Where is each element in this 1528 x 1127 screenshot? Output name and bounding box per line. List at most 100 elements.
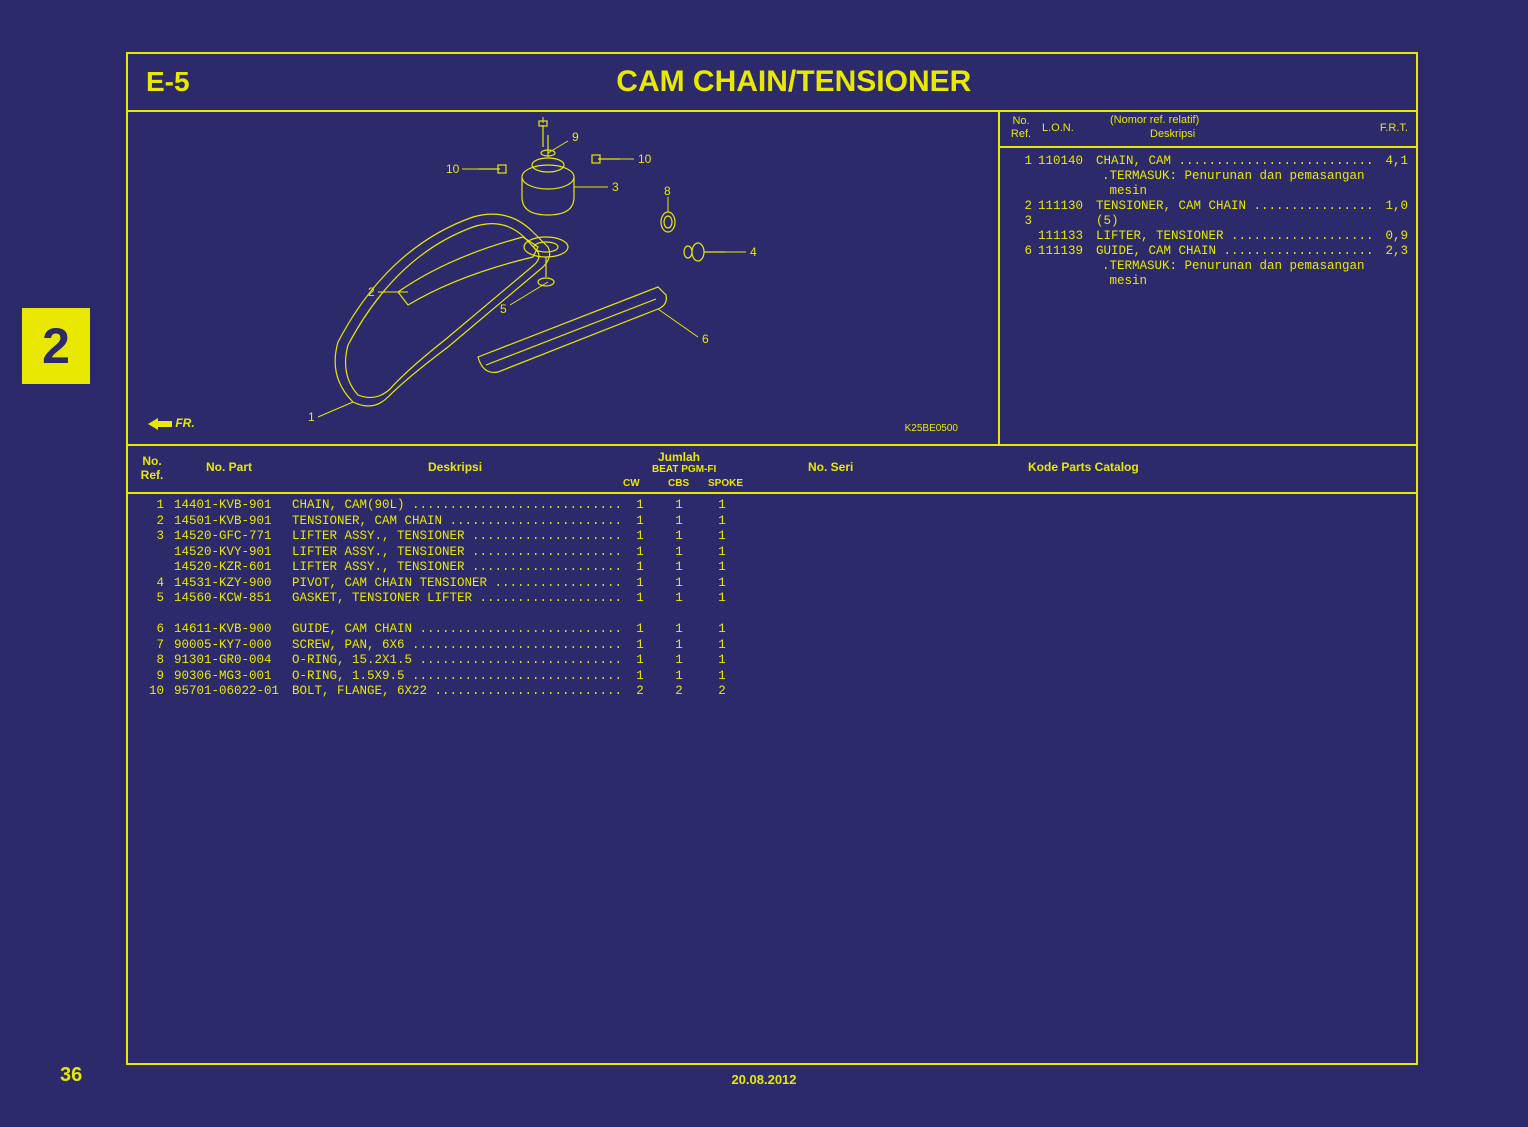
- ref-indent-text: mesin: [1006, 274, 1147, 289]
- ref-row: 3 (5): [1006, 214, 1408, 229]
- ref-cell-no: 3: [1006, 214, 1032, 229]
- parts-cell-part: 14531-KZY-900: [164, 576, 284, 592]
- parts-cell-cw: 1: [622, 498, 658, 514]
- parts-cell-part: 14401-KVB-901: [164, 498, 284, 514]
- ref-cell-no: 6: [1006, 244, 1032, 259]
- ref-cell-frt: 1,0: [1372, 199, 1408, 214]
- title-code: E-5: [146, 66, 190, 98]
- parts-cell-cw: 1: [622, 638, 658, 654]
- parts-row: 214501-KVB-901TENSIONER, CAM CHAIN .....…: [136, 514, 1408, 530]
- parts-table-body: 114401-KVB-901CHAIN, CAM(90L) ..........…: [128, 494, 1416, 704]
- callout-8: 8: [664, 184, 671, 198]
- parts-cell-desc: GUIDE, CAM CHAIN .......................…: [284, 622, 622, 638]
- parts-cell-cbs: 1: [658, 514, 700, 530]
- parts-cell-spoke: 1: [700, 591, 744, 607]
- parts-cell-cw: 1: [622, 591, 658, 607]
- parts-hdr-noref: No.Ref.: [134, 454, 170, 482]
- callout-5: 5: [500, 302, 507, 316]
- parts-cell-no: 7: [136, 638, 164, 654]
- ref-cell-desc: CHAIN, CAM ...........................: [1090, 154, 1372, 169]
- parts-cell-cw: 1: [622, 576, 658, 592]
- callout-6: 6: [702, 332, 709, 346]
- parts-cell-part: 90306-MG3-001: [164, 669, 284, 685]
- parts-hdr-cw: CW: [623, 478, 640, 489]
- parts-cell-desc: CHAIN, CAM(90L) ........................…: [284, 498, 622, 514]
- ref-cell-frt: [1372, 214, 1408, 229]
- ref-cell-desc: TENSIONER, CAM CHAIN .................: [1090, 199, 1372, 214]
- diagram-area: 1 2 3 4 5 6 7 8 9 10 10 FR. K25BE0500: [128, 112, 1000, 444]
- parts-cell-no: 1: [136, 498, 164, 514]
- parts-cell-spoke: 1: [700, 622, 744, 638]
- parts-cell-spoke: 1: [700, 514, 744, 530]
- ref-cell-lon: 111139: [1032, 244, 1090, 259]
- ref-cell-no: [1006, 229, 1032, 244]
- parts-hdr-kode: Kode Parts Catalog: [1028, 460, 1139, 474]
- parts-cell-desc: LIFTER ASSY., TENSIONER ................…: [284, 560, 622, 576]
- parts-cell-cw: 1: [622, 560, 658, 576]
- footer-date: 20.08.2012: [0, 1072, 1528, 1087]
- parts-row: 891301-GR0-004O-RING, 15.2X1.5 .........…: [136, 653, 1408, 669]
- parts-cell-spoke: 1: [700, 529, 744, 545]
- ref-cell-lon: 110140: [1032, 154, 1090, 169]
- parts-cell-cbs: 1: [658, 653, 700, 669]
- ref-cell-frt: 2,3: [1372, 244, 1408, 259]
- parts-cell-part: 91301-GR0-004: [164, 653, 284, 669]
- parts-cell-cw: 2: [622, 684, 658, 700]
- parts-cell-no: 3: [136, 529, 164, 545]
- parts-cell-desc: PIVOT, CAM CHAIN TENSIONER .............…: [284, 576, 622, 592]
- parts-hdr-spoke: SPOKE: [708, 478, 743, 489]
- fr-arrow-label: FR.: [148, 416, 195, 430]
- ref-table-body: 1110140CHAIN, CAM ......................…: [1000, 148, 1416, 295]
- parts-cell-part: 95701-06022-01: [164, 684, 284, 700]
- parts-cell-spoke: 2: [700, 684, 744, 700]
- parts-cell-cw: 1: [622, 669, 658, 685]
- ref-hdr-frt: F.R.T.: [1380, 122, 1408, 134]
- page-frame: E-5 CAM CHAIN/TENSIONER: [126, 52, 1418, 1065]
- parts-cell-cbs: 1: [658, 545, 700, 561]
- callout-3: 3: [612, 180, 619, 194]
- ref-cell-frt: 0,9: [1372, 229, 1408, 244]
- parts-cell-no: 9: [136, 669, 164, 685]
- parts-cell-part: 14520-GFC-771: [164, 529, 284, 545]
- ref-cell-no: 1: [1006, 154, 1032, 169]
- parts-row: 990306-MG3-001O-RING, 1.5X9.5 ..........…: [136, 669, 1408, 685]
- ref-cell-no: 2: [1006, 199, 1032, 214]
- parts-cell-spoke: 1: [700, 545, 744, 561]
- parts-cell-no: 4: [136, 576, 164, 592]
- ref-row: 6111139GUIDE, CAM CHAIN ................…: [1006, 244, 1408, 259]
- parts-cell-part: 90005-KY7-000: [164, 638, 284, 654]
- parts-cell-no: [136, 545, 164, 561]
- parts-cell-spoke: 1: [700, 560, 744, 576]
- ref-table-header: No.Ref. L.O.N. (Nomor ref. relatif) Desk…: [1000, 112, 1416, 148]
- parts-cell-part: 14501-KVB-901: [164, 514, 284, 530]
- parts-hdr-beat: BEAT PGM-FI: [652, 464, 716, 475]
- parts-cell-cbs: 1: [658, 669, 700, 685]
- parts-cell-no: [136, 560, 164, 576]
- ref-cell-frt: 4,1: [1372, 154, 1408, 169]
- parts-hdr-jumlah: Jumlah: [658, 450, 700, 464]
- parts-row: 614611-KVB-900GUIDE, CAM CHAIN .........…: [136, 622, 1408, 638]
- parts-cell-cbs: 1: [658, 498, 700, 514]
- ref-row: 1110140CHAIN, CAM ......................…: [1006, 154, 1408, 169]
- ref-cell-desc: (5): [1090, 214, 1372, 229]
- ref-indent-text: .TERMASUK: Penurunan dan pemasangan: [1006, 259, 1365, 274]
- parts-row: 14520-KZR-601LIFTER ASSY., TENSIONER ...…: [136, 560, 1408, 576]
- parts-cell-part: 14520-KVY-901: [164, 545, 284, 561]
- ref-cell-desc: GUIDE, CAM CHAIN .....................: [1090, 244, 1372, 259]
- callout-4: 4: [750, 245, 757, 259]
- upper-region: 1 2 3 4 5 6 7 8 9 10 10 FR. K25BE0500: [128, 112, 1416, 446]
- exploded-diagram: 1 2 3 4 5 6 7 8 9 10 10: [248, 117, 788, 437]
- ref-indent-text: .TERMASUK: Penurunan dan pemasangan: [1006, 169, 1365, 184]
- ref-cell-lon: 111130: [1032, 199, 1090, 214]
- parts-row: 314520-GFC-771LIFTER ASSY., TENSIONER ..…: [136, 529, 1408, 545]
- parts-hdr-desk: Deskripsi: [428, 460, 482, 474]
- parts-cell-cw: 1: [622, 653, 658, 669]
- section-tab: 2: [22, 308, 90, 384]
- ref-hdr-noref: No.Ref.: [1006, 115, 1036, 141]
- callout-9: 9: [572, 130, 579, 144]
- parts-cell-desc: GASKET, TENSIONER LIFTER ...............…: [284, 591, 622, 607]
- title-bar: E-5 CAM CHAIN/TENSIONER: [128, 54, 1416, 112]
- parts-cell-desc: O-RING, 15.2X1.5 .......................…: [284, 653, 622, 669]
- parts-cell-spoke: 1: [700, 638, 744, 654]
- parts-cell-cbs: 1: [658, 638, 700, 654]
